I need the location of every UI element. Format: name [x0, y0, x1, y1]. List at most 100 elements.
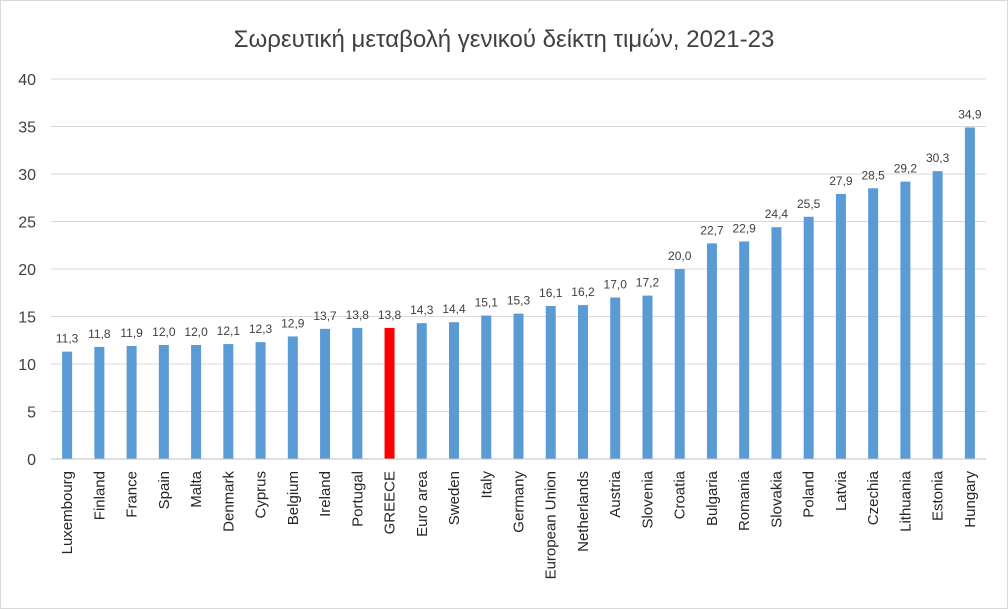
y-tick-label: 10 [18, 357, 36, 374]
data-label: 25,5 [797, 197, 821, 211]
x-category-label: Slovakia [768, 470, 785, 527]
bar-sweden [449, 322, 460, 459]
x-axis-categories: Luxembourg Finland France Spain Malta Denmark… [59, 470, 979, 579]
x-category-label: Poland [801, 471, 818, 518]
bar-denmark [223, 344, 234, 459]
data-label: 27,9 [829, 174, 853, 188]
data-label: 22,7 [700, 223, 724, 237]
x-category-label: Latvia [833, 470, 850, 511]
bar-ireland [320, 328, 331, 459]
x-category-label: Czechia [865, 470, 882, 525]
data-label: 24,4 [765, 207, 789, 221]
x-category-label: Italy [478, 471, 495, 499]
y-tick-label: 35 [18, 120, 36, 137]
bar-luxembourg [62, 351, 73, 459]
bar-estonia [932, 171, 943, 459]
bar-netherlands [577, 305, 588, 459]
x-category-label: Sweden [446, 471, 463, 525]
x-category-label: Euro area [414, 470, 431, 537]
data-label: 17,0 [604, 278, 628, 292]
y-tick-label: 0 [27, 452, 36, 469]
x-category-label: Slovenia [639, 470, 656, 528]
x-category-label: Croatia [672, 470, 689, 519]
x-category-label: Ireland [317, 471, 334, 517]
bar-slovakia [771, 227, 782, 459]
x-category-label: Cyprus [253, 471, 270, 519]
data-label: 12,1 [217, 324, 241, 338]
x-category-label: GREECE [382, 471, 399, 534]
data-label: 13,8 [346, 308, 370, 322]
x-category-label: Denmark [220, 471, 237, 532]
data-label: 13,8 [378, 308, 402, 322]
data-label: 13,7 [313, 309, 337, 323]
data-label: 17,2 [636, 276, 660, 290]
bar-portugal [352, 327, 363, 459]
data-label: 15,3 [507, 294, 531, 308]
x-category-label: Luxembourg [59, 471, 76, 554]
bar-latvia [835, 193, 846, 459]
bar-germany [513, 313, 524, 459]
data-label: 11,3 [56, 332, 79, 346]
data-label: 14,4 [442, 302, 466, 316]
bar-greece [384, 327, 395, 459]
x-category-label: Hungary [962, 471, 979, 528]
data-label: 16,2 [571, 285, 595, 299]
x-category-label: Austria [607, 470, 624, 517]
x-category-label: France [124, 471, 141, 518]
y-axis-ticks: 0 5 10 15 20 25 30 35 40 [18, 72, 36, 469]
bar-slovenia [642, 295, 653, 459]
x-category-label: Bulgaria [704, 470, 721, 526]
bar-spain [158, 345, 169, 459]
data-label: 12,3 [249, 322, 273, 336]
data-label: 12,0 [184, 325, 208, 339]
x-category-label: Romania [736, 470, 753, 531]
bar-italy [481, 315, 492, 459]
bar-romania [739, 241, 750, 459]
bar-poland [803, 216, 814, 459]
bar-cyprus [255, 342, 266, 459]
x-category-label: Belgium [285, 471, 302, 525]
x-category-label: Estonia [930, 470, 947, 521]
data-label: 12,9 [281, 316, 305, 330]
chart-title: Σωρευτική μεταβολή γενικού δείκτη τιμών,… [234, 26, 775, 53]
data-label: 11,9 [120, 326, 143, 340]
x-category-label: Finland [91, 471, 108, 520]
bar-france [126, 345, 137, 459]
x-category-label: Spain [156, 471, 173, 509]
y-tick-label: 25 [18, 215, 36, 232]
data-label: 15,1 [475, 296, 499, 310]
x-category-label: European Union [543, 471, 560, 579]
y-tick-label: 40 [18, 72, 36, 89]
bar-malta [191, 345, 202, 459]
data-label: 22,9 [733, 221, 757, 235]
data-label: 30,3 [926, 151, 950, 165]
x-category-label: Portugal [349, 471, 366, 527]
data-label: 12,0 [152, 325, 176, 339]
bar-croatia [674, 269, 685, 459]
y-tick-label: 5 [27, 405, 36, 422]
data-label: 28,5 [861, 168, 885, 182]
data-label: 29,2 [894, 162, 918, 176]
bar-european-union [545, 306, 556, 459]
x-category-label: Netherlands [575, 471, 592, 552]
y-tick-label: 15 [18, 310, 36, 327]
bar-lithuania [900, 181, 911, 459]
x-category-label: Malta [188, 470, 205, 507]
bar-austria [610, 297, 621, 459]
bar-czechia [868, 188, 879, 459]
x-category-label: Lithuania [897, 470, 914, 532]
bar-bulgaria [706, 243, 717, 459]
y-tick-label: 20 [18, 262, 36, 279]
bars [62, 127, 975, 459]
data-label: 11,8 [88, 327, 111, 341]
y-tick-label: 30 [18, 167, 36, 184]
data-label: 16,1 [539, 286, 563, 300]
x-category-label: Germany [511, 471, 528, 533]
data-label: 20,0 [668, 249, 692, 263]
data-label: 34,9 [958, 107, 982, 121]
data-labels: 11,3 11,8 11,9 12,0 12,0 12,1 12,3 12,9 13,7 13,8… [56, 107, 982, 345]
data-label: 14,3 [410, 303, 434, 317]
bar-belgium [287, 336, 298, 459]
